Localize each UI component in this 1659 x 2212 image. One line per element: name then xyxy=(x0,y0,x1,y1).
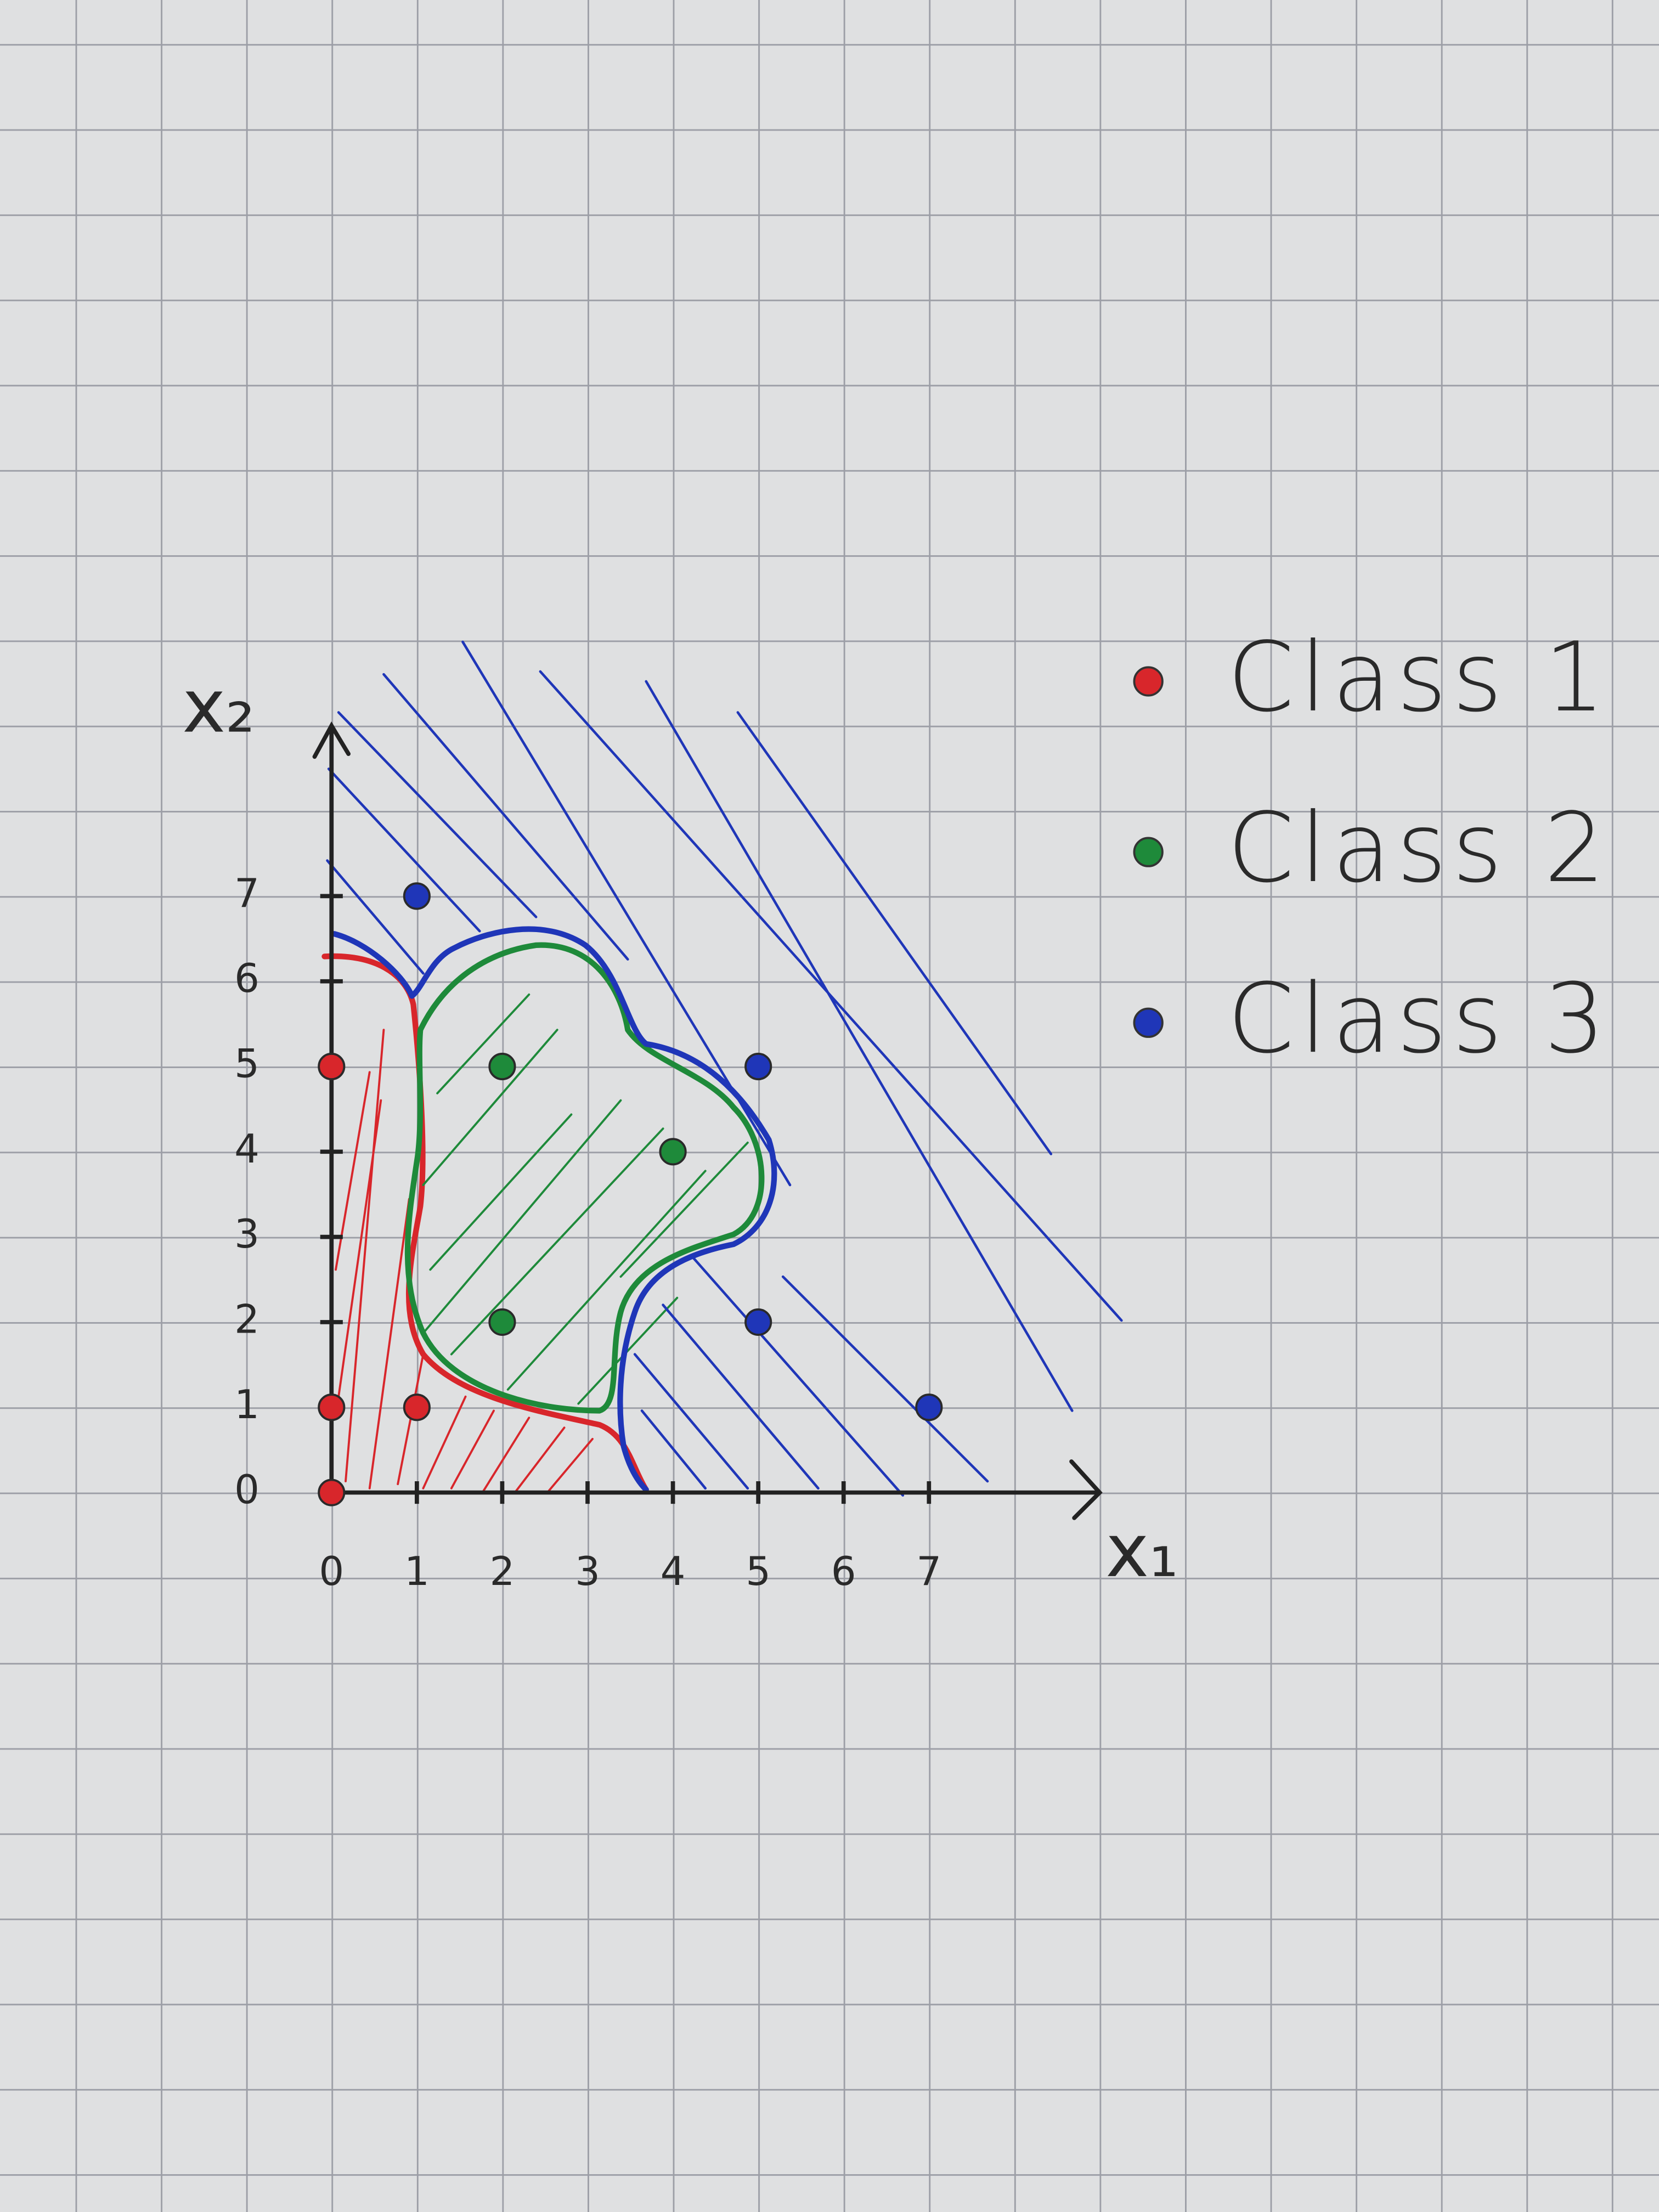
x-tick-label: 1 xyxy=(404,1548,430,1594)
y-tick-label: 1 xyxy=(234,1381,259,1427)
x-tick-label: 0 xyxy=(319,1548,344,1594)
data-point xyxy=(744,1052,772,1081)
y-tick-label: 5 xyxy=(234,1041,259,1087)
class-2-region xyxy=(404,942,765,1414)
data-point xyxy=(318,1393,346,1421)
x-tick-label: 5 xyxy=(746,1548,771,1594)
data-point xyxy=(403,1393,431,1421)
x-tick-label: 4 xyxy=(661,1548,686,1594)
y-tick-label: 3 xyxy=(234,1211,259,1257)
x-tick-label: 2 xyxy=(490,1548,515,1594)
y-tick-label: 7 xyxy=(234,870,259,916)
legend-marker xyxy=(1133,837,1164,867)
legend-label: Class 2 xyxy=(1227,793,1611,904)
y-tick-label: 4 xyxy=(234,1126,259,1172)
x-tick-label: 6 xyxy=(831,1548,856,1594)
legend-label: Class 1 xyxy=(1227,622,1611,733)
y-tick-label: 0 xyxy=(234,1466,259,1513)
y-tick-label: 2 xyxy=(234,1296,259,1342)
data-point xyxy=(318,1479,346,1506)
legend-label: Class 3 xyxy=(1227,963,1611,1075)
data-point xyxy=(403,882,431,910)
x-tick-label: 7 xyxy=(916,1548,941,1594)
y-tick-label: 6 xyxy=(234,955,259,1001)
data-point xyxy=(915,1393,943,1421)
data-point xyxy=(318,1052,346,1081)
legend-marker xyxy=(1133,1007,1164,1038)
x-axis-label: x₁ xyxy=(1105,1508,1178,1594)
data-point xyxy=(488,1052,516,1081)
data-point xyxy=(659,1138,687,1166)
y-axis xyxy=(312,721,351,1495)
data-point xyxy=(744,1308,772,1336)
class-3-region xyxy=(326,640,1123,1497)
x-tick-label: 3 xyxy=(575,1548,600,1594)
y-axis-label: x₂ xyxy=(182,664,255,749)
x-axis xyxy=(329,1459,1103,1520)
data-point xyxy=(488,1308,516,1336)
legend-marker xyxy=(1133,666,1164,697)
